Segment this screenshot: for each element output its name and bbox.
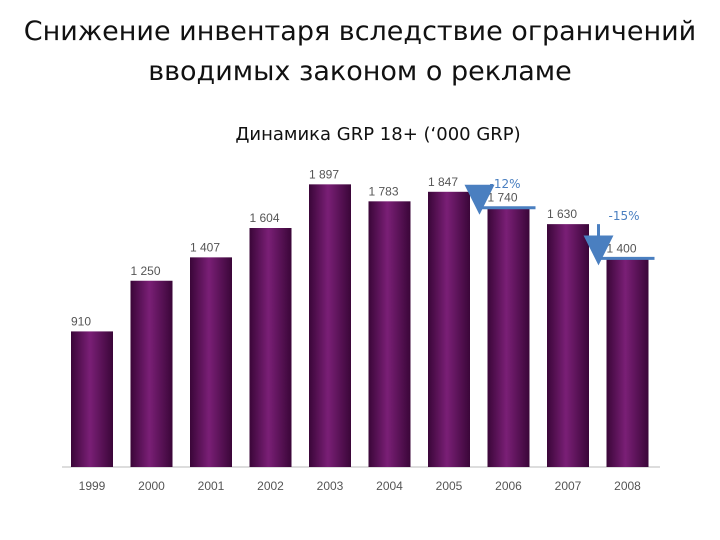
year-label-2006: 2006: [495, 479, 522, 493]
bar-2008: [606, 258, 649, 467]
annotations-layer: -12% -15%: [464, 177, 655, 266]
value-label-2004: 1 783: [369, 184, 399, 198]
year-label-2004: 2004: [376, 479, 403, 493]
bar-2004: [368, 201, 411, 467]
year-label-2005: 2005: [436, 479, 463, 493]
value-label-2003: 1 897: [309, 167, 339, 181]
year-label-1999: 1999: [79, 479, 106, 493]
bars-layer: [62, 184, 660, 468]
slide-title-line-1: Снижение инвентаря вследствие ограничени…: [23, 16, 697, 47]
bar-2002: [249, 228, 292, 467]
bar-2006: [487, 207, 530, 468]
year-label-2008: 2008: [614, 479, 641, 493]
bar-2003: [309, 184, 351, 468]
year-label-2000: 2000: [138, 479, 165, 493]
year-labels-layer: 1999 2000 2001 2002 2003 2004 2005 2006 2007 2008: [79, 479, 642, 493]
decline-percent-2: -15%: [609, 209, 640, 223]
year-label-2002: 2002: [257, 479, 284, 493]
value-label-1999: 910: [71, 314, 91, 328]
slide-title-line-2: вводимых законом о рекламе: [148, 56, 572, 87]
value-labels-layer: 910 1 250 1 407 1 604 1 897 1 783 1 847 1 740 1 …: [71, 167, 637, 328]
year-label-2001: 2001: [198, 479, 225, 493]
bar-2005: [428, 191, 470, 467]
bar-2001: [190, 257, 232, 467]
value-label-2005: 1 847: [428, 175, 458, 189]
bar-1999: [71, 331, 113, 467]
bar-2007: [547, 224, 589, 467]
value-label-2008: 1 400: [607, 241, 637, 255]
value-label-2001: 1 407: [190, 240, 220, 254]
year-label-2003: 2003: [317, 479, 344, 493]
decline-percent-1: -12%: [490, 177, 521, 191]
bar-2000: [130, 280, 173, 467]
value-label-2007: 1 630: [547, 207, 577, 221]
value-label-2006: 1 740: [488, 191, 518, 205]
year-label-2007: 2007: [555, 479, 582, 493]
chart-title: Динамика GRP 18+ (‘000 GRP): [235, 124, 521, 145]
slide-title: Снижение инвентаря вследствие ограничени…: [0, 12, 720, 92]
value-label-2002: 1 604: [250, 211, 280, 225]
value-label-2000: 1 250: [131, 264, 161, 278]
